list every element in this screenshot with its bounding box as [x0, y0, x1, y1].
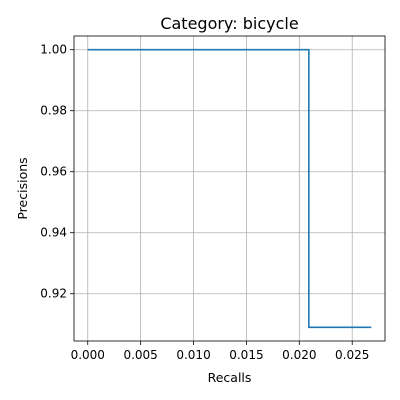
y-tick-label: 0.92 [40, 287, 67, 301]
chart-title: Category: bicycle [160, 14, 298, 33]
x-axis-ticks: 0.000 0.005 0.010 0.015 0.020 0.025 [71, 341, 369, 362]
x-axis-label: Recalls [208, 370, 252, 385]
x-tick-label: 0.005 [123, 348, 157, 362]
y-axis-ticks: 0.92 0.94 0.96 0.98 1.00 [40, 43, 74, 301]
x-tick-label: 0.015 [229, 348, 263, 362]
x-tick-label: 0.025 [335, 348, 369, 362]
y-axis-label: Precisions [15, 157, 30, 219]
x-tick-label: 0.010 [176, 348, 210, 362]
series-layer [87, 48, 372, 329]
y-tick-label: 0.98 [40, 104, 67, 118]
x-tick-label: 0.020 [282, 348, 316, 362]
y-tick-label: 1.00 [40, 43, 67, 57]
precision-recall-line [87, 48, 372, 329]
y-tick-label: 0.96 [40, 165, 67, 179]
y-tick-label: 0.94 [40, 226, 67, 240]
plot-frame [73, 35, 386, 342]
grid [74, 36, 385, 341]
x-tick-label: 0.000 [71, 348, 105, 362]
